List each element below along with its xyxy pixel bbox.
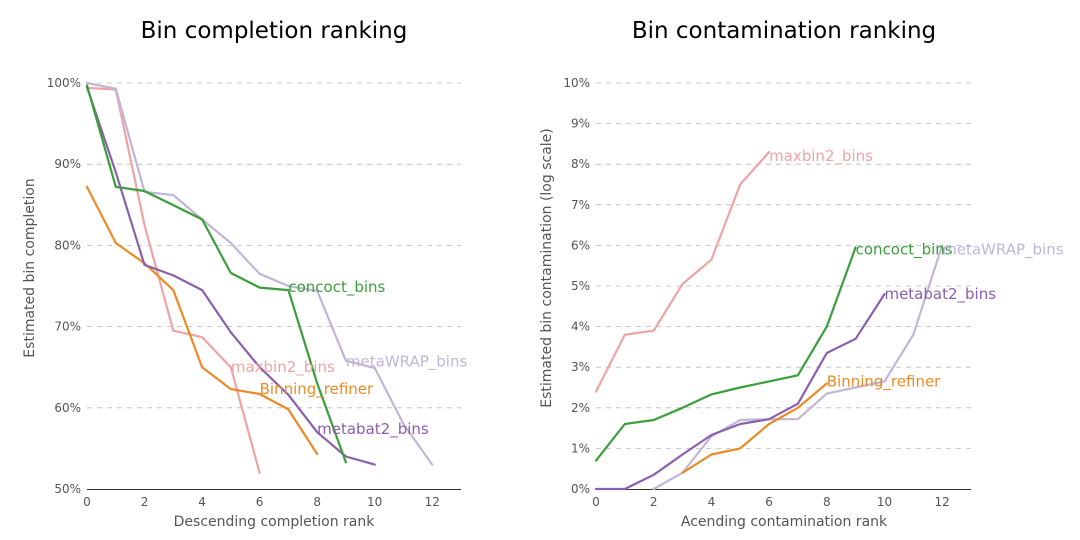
chart1-y-tick-label: 100%	[47, 76, 81, 90]
chart1-x-tick-label: 0	[83, 495, 91, 509]
chart2-line-metabat2_bins	[594, 293, 886, 491]
chart2-y-tick-label: 5%	[571, 279, 590, 293]
chart2-line-concoct_bins	[594, 246, 857, 462]
chart2-series-label-maxbin2_bins: maxbin2_bins	[769, 147, 873, 166]
chart2-title: Bin contamination ranking	[632, 18, 936, 44]
chart2-y-axis-label: Estimated bin contamination (log scale)	[539, 128, 555, 408]
chart1-series-label-maxbin2_bins: maxbin2_bins	[231, 358, 335, 377]
chart2-line-metaWRAP_bins	[652, 244, 944, 491]
chart2-series-label-concoct_bins: concoct_bins	[856, 240, 953, 259]
chart2-y-tick-label: 6%	[571, 238, 590, 252]
chart2-y-tick-label: 9%	[571, 117, 590, 131]
chart2-series-label-metaWRAP_bins: metaWRAP_bins	[942, 240, 1064, 259]
chart2-series-label-metabat2_bins: metabat2_bins	[884, 285, 996, 304]
chart1-y-tick-label: 90%	[54, 157, 81, 171]
chart1-x-tick-label: 4	[198, 495, 206, 509]
chart1-series-label-metabat2_bins: metabat2_bins	[317, 420, 429, 439]
chart2-x-tick-label: 6	[765, 495, 773, 509]
chart1-series-label-Binning_refiner: Binning_refiner	[260, 380, 374, 399]
chart1-y-tick-label: 60%	[54, 401, 81, 415]
chart1-line-metabat2_bins	[85, 85, 376, 466]
chart1-x-tick-label: 2	[141, 495, 149, 509]
chart2-x-tick-label: 8	[823, 495, 831, 509]
chart2-y-tick-label: 3%	[571, 360, 590, 374]
chart2-x-tick-label: 12	[935, 495, 950, 509]
chart1-title: Bin completion ranking	[141, 18, 408, 44]
chart1-y-tick-label: 80%	[54, 238, 81, 252]
chart2-x-tick-label: 2	[650, 495, 658, 509]
chart1-x-tick-label: 8	[313, 495, 321, 509]
chart1-line-Binning_refiner	[85, 185, 319, 456]
chart1-series-label-metaWRAP_bins: metaWRAP_bins	[346, 353, 468, 372]
chart2-y-tick-label: 7%	[571, 198, 590, 212]
chart2-x-tick-label: 0	[592, 495, 600, 509]
chart1-x-tick-label: 12	[425, 495, 440, 509]
chart2-line-maxbin2_bins	[594, 150, 771, 393]
chart1-x-axis-label: Descending completion rank	[174, 514, 376, 530]
chart2-y-tick-label: 8%	[571, 157, 590, 171]
chart2-y-tick-label: 10%	[563, 76, 590, 90]
chart2-y-tick-label: 2%	[571, 401, 590, 415]
chart2-line-Binning_refiner	[681, 382, 828, 474]
chart2-y-tick-label: 1%	[571, 441, 590, 455]
chart1-series-label-concoct_bins: concoct_bins	[288, 278, 385, 297]
chart1-x-tick-label: 10	[367, 495, 382, 509]
chart2-series-label-Binning_refiner: Binning_refiner	[827, 372, 941, 391]
chart1-line-maxbin2_bins	[85, 86, 261, 474]
chart1-x-tick-label: 6	[256, 495, 264, 509]
chart2-x-tick-label: 10	[877, 495, 892, 509]
chart1-line-concoct_bins	[85, 84, 347, 464]
chart1-y-tick-label: 70%	[54, 320, 81, 334]
chart2-y-tick-label: 0%	[571, 482, 590, 496]
chart1-line-metaWRAP_bins	[85, 81, 434, 466]
chart2-y-tick-label: 4%	[571, 320, 590, 334]
chart1-y-axis-label: Estimated bin completion	[22, 178, 38, 357]
chart1-y-tick-label: 50%	[54, 482, 81, 496]
chart2-x-tick-label: 4	[708, 495, 716, 509]
chart2-x-axis-label: Acending contamination rank	[681, 514, 888, 530]
